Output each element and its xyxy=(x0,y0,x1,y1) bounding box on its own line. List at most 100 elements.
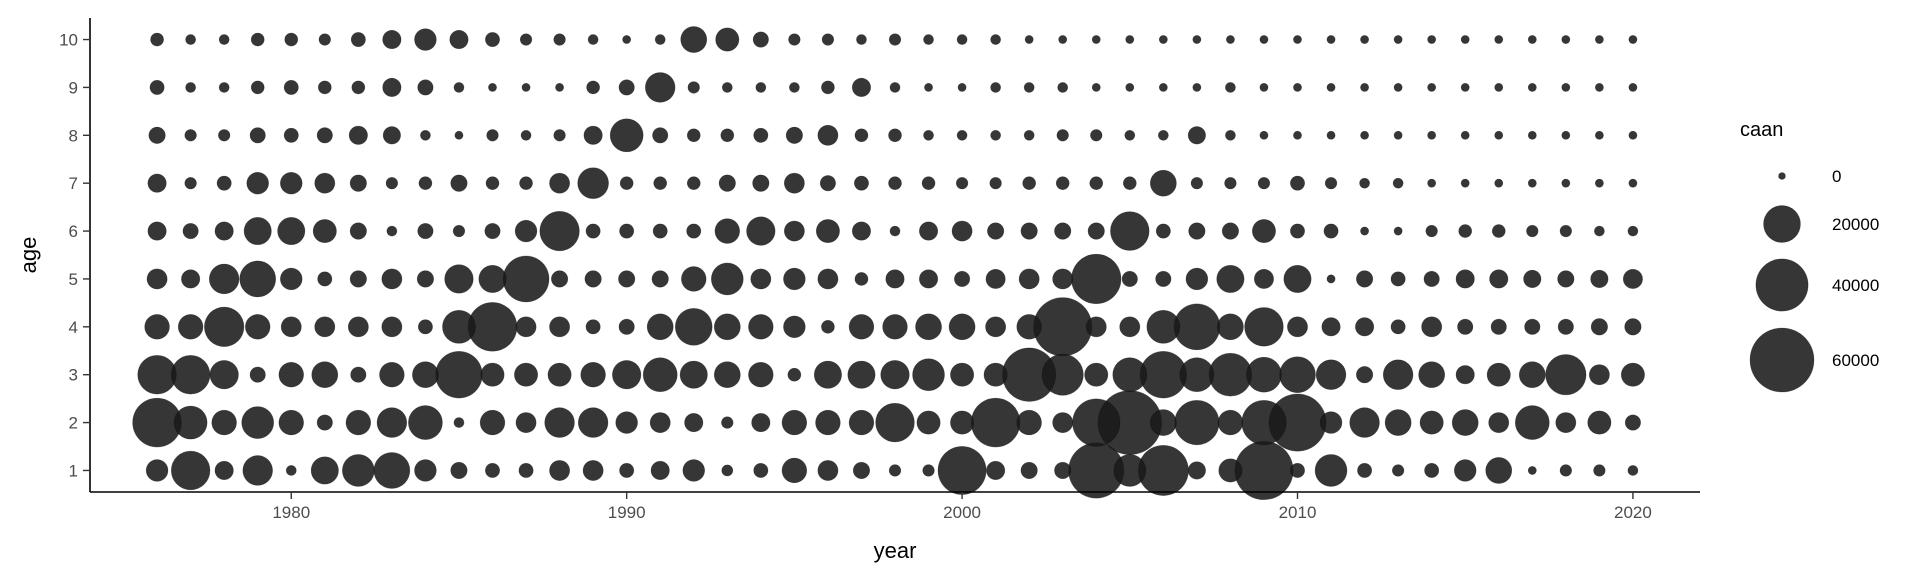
data-point xyxy=(1418,361,1446,389)
y-axis-title: age xyxy=(16,237,41,274)
data-point xyxy=(170,355,211,395)
data-point xyxy=(184,129,197,142)
data-point xyxy=(1113,454,1147,487)
data-point xyxy=(278,409,304,436)
data-point xyxy=(1208,352,1253,397)
data-point xyxy=(170,450,211,491)
data-point xyxy=(450,174,468,192)
data-point xyxy=(1491,224,1506,238)
data-point xyxy=(1460,35,1470,44)
data-point xyxy=(888,128,902,143)
data-point xyxy=(713,361,741,389)
data-point xyxy=(715,27,740,52)
data-point xyxy=(1557,318,1574,335)
data-point xyxy=(312,219,337,244)
data-point xyxy=(615,411,638,434)
data-point xyxy=(1057,82,1069,93)
data-point xyxy=(577,167,609,199)
data-point xyxy=(173,405,208,440)
data-point xyxy=(480,362,505,387)
data-point xyxy=(681,266,707,292)
data-point xyxy=(283,79,299,95)
data-point xyxy=(239,260,277,298)
data-point xyxy=(284,32,299,47)
data-point xyxy=(1185,267,1209,291)
data-point xyxy=(682,459,705,482)
data-point xyxy=(544,407,575,438)
data-point xyxy=(1594,130,1604,140)
data-point xyxy=(417,319,433,335)
y-tick-label: 7 xyxy=(69,174,78,193)
data-point xyxy=(1561,82,1571,92)
data-point xyxy=(386,225,398,237)
data-point xyxy=(1225,129,1236,141)
data-point xyxy=(515,316,537,338)
data-point xyxy=(250,32,265,47)
data-point xyxy=(1020,461,1038,480)
data-point xyxy=(817,460,839,481)
data-point xyxy=(1287,316,1308,338)
legend-label: 0 xyxy=(1832,167,1841,186)
data-point xyxy=(435,351,483,399)
data-point xyxy=(983,362,1008,387)
data-point xyxy=(885,269,905,289)
data-point xyxy=(721,416,734,429)
data-point xyxy=(1628,178,1638,188)
data-point xyxy=(1071,253,1122,305)
data-point xyxy=(520,129,532,141)
data-point xyxy=(587,34,599,45)
data-point xyxy=(453,417,465,428)
data-point xyxy=(350,32,366,48)
data-point xyxy=(1594,35,1604,44)
data-point xyxy=(1224,177,1237,190)
data-point xyxy=(1527,82,1537,92)
data-point xyxy=(787,367,802,382)
data-point xyxy=(924,82,933,92)
data-point xyxy=(385,177,399,190)
data-point xyxy=(204,306,245,347)
data-point xyxy=(1326,82,1336,92)
legend-label: 40000 xyxy=(1832,276,1879,295)
data-point xyxy=(1458,224,1473,238)
x-tick-label: 2020 xyxy=(1614,503,1652,522)
data-point xyxy=(580,362,606,388)
y-tick-label: 6 xyxy=(69,222,78,241)
data-point xyxy=(1283,264,1312,293)
data-point xyxy=(1622,268,1643,289)
data-point xyxy=(970,397,1021,448)
data-point xyxy=(985,316,1007,338)
data-point xyxy=(444,264,474,294)
data-point xyxy=(819,175,836,192)
data-point xyxy=(750,268,772,290)
data-point xyxy=(1241,400,1287,446)
data-point xyxy=(1119,316,1141,338)
data-point xyxy=(342,454,375,487)
data-point xyxy=(817,268,839,290)
data-point xyxy=(1424,462,1440,478)
data-point xyxy=(1257,177,1271,190)
data-point xyxy=(551,270,569,288)
data-point xyxy=(216,175,232,191)
data-point xyxy=(880,360,910,390)
data-point xyxy=(1527,466,1537,475)
data-point xyxy=(1326,130,1336,140)
data-point xyxy=(1234,440,1294,500)
data-point xyxy=(748,362,774,388)
data-point xyxy=(1187,461,1206,480)
data-point xyxy=(937,446,987,495)
data-point xyxy=(854,128,869,143)
data-point xyxy=(783,267,806,291)
data-point xyxy=(314,316,336,338)
y-tick-label: 4 xyxy=(69,318,78,337)
data-point xyxy=(314,172,336,194)
data-point xyxy=(519,176,533,191)
data-point xyxy=(577,407,609,438)
data-point xyxy=(1149,409,1177,436)
data-point xyxy=(1514,405,1550,440)
data-point xyxy=(1225,82,1236,93)
data-point xyxy=(912,358,945,391)
data-point xyxy=(652,223,668,239)
data-point xyxy=(1357,462,1373,478)
data-point xyxy=(1326,35,1336,44)
data-point xyxy=(686,128,701,143)
